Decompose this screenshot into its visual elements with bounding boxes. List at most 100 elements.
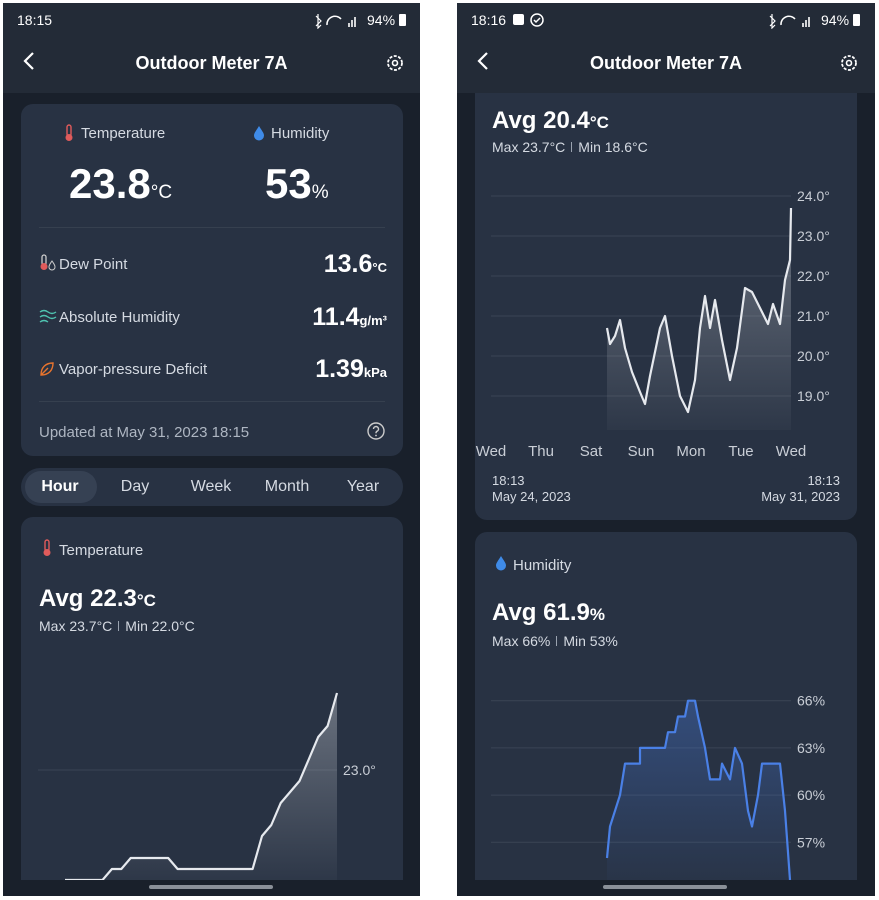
period-tabs: Hour Day Week Month Year xyxy=(21,468,403,506)
value: 1.39 xyxy=(315,355,364,383)
range-end-date: May 31, 2023 xyxy=(761,489,840,504)
help-button[interactable] xyxy=(366,421,386,441)
max-min: Max 66% Min 53% xyxy=(492,633,618,649)
y-tick-label: 19.0° xyxy=(797,388,830,404)
temperature-label: Temperature xyxy=(81,125,166,142)
avg-label: Avg xyxy=(492,599,537,626)
x-tick-label: Sun xyxy=(628,443,655,460)
settings-button[interactable] xyxy=(385,53,405,73)
max-min: Max 23.7°C Min 18.6°C xyxy=(492,139,648,155)
x-tick-label: Sat xyxy=(580,443,603,460)
thermometer-icon xyxy=(65,124,73,141)
drop-icon xyxy=(496,556,506,571)
updated-text: Updated at May 31, 2023 18:15 xyxy=(39,424,250,441)
status-battery: 94% xyxy=(821,12,850,28)
humidity-reading: 53% xyxy=(265,160,329,208)
data-line xyxy=(65,692,339,880)
tab[interactable]: Day xyxy=(120,478,150,495)
area-fill xyxy=(65,693,337,880)
back-button[interactable] xyxy=(21,51,37,71)
range-start-date: May 24, 2023 xyxy=(492,489,571,504)
min: Min 18.6°C xyxy=(578,139,648,155)
x-tick-label: Tue xyxy=(728,443,753,460)
max: Max 66% xyxy=(492,633,551,649)
y-tick-label: 20.0° xyxy=(797,348,830,364)
x-tick-label: Mon xyxy=(676,443,705,460)
value: 13.6 xyxy=(323,250,373,278)
value: 53 xyxy=(265,160,312,207)
status-time: 18:16 xyxy=(471,12,507,28)
data-line xyxy=(605,207,793,414)
y-tick-label: 24.0° xyxy=(797,188,830,204)
y-tick-label: 21.0° xyxy=(797,308,830,324)
y-tick-label: 63% xyxy=(797,740,825,756)
status-time: 18:15 xyxy=(17,12,53,28)
dew-icon xyxy=(40,254,56,271)
metric-value: 13.6°C xyxy=(324,250,387,279)
home-indicator xyxy=(603,885,727,889)
absolute-humidity-icon xyxy=(39,309,57,323)
value: 23.8 xyxy=(69,160,151,207)
x-tick-label: Thu xyxy=(528,443,554,460)
tab[interactable]: Hour xyxy=(41,478,79,495)
unit: °C xyxy=(150,182,173,203)
unit: % xyxy=(311,182,329,203)
avg-value: 22.3 xyxy=(90,585,137,612)
min: Min 53% xyxy=(563,633,618,649)
y-tick-label: 23.0° xyxy=(797,228,830,244)
chart-card: Temperature Avg 22.3°C Max 23.7°C Min 22.… xyxy=(21,517,403,896)
range-end-time: 18:13 xyxy=(807,473,840,488)
back-button[interactable] xyxy=(475,51,491,71)
metric-value: 11.4g/m³ xyxy=(312,303,387,332)
temperature-card: Avg 20.4°C Max 23.7°C Min 18.6°C 18:13 Ma… xyxy=(475,63,857,520)
y-tick-label: 22.0° xyxy=(797,268,830,284)
humidity-label: Humidity xyxy=(271,125,330,142)
avg: Avg 61.9% xyxy=(492,599,605,627)
avg-unit: °C xyxy=(589,113,609,132)
status-icons xyxy=(769,14,810,29)
summary-card: Temperature 23.8°C Humidity 53% Dew Poin… xyxy=(21,104,403,456)
tab[interactable]: Year xyxy=(346,478,380,495)
leaf-icon xyxy=(40,362,54,376)
value: 11.4 xyxy=(312,303,360,331)
chart-title: Humidity xyxy=(513,557,572,574)
tab[interactable]: Month xyxy=(264,478,310,495)
area-fill xyxy=(607,208,791,430)
avg-label: Avg xyxy=(39,585,84,612)
metric-label: Dew Point xyxy=(59,256,128,273)
thermometer-icon xyxy=(43,539,51,556)
title: Outdoor Meter 7A xyxy=(135,53,288,73)
y-tick-label: 60% xyxy=(797,787,825,803)
temperature-chart: 24.0° 23.0° 22.0° 21.0° 20.0° 19.0° Wed Thu Sat S… xyxy=(476,188,830,460)
temperature-reading: 23.8°C xyxy=(69,160,172,208)
max: Max 23.7°C xyxy=(492,139,566,155)
unit: °C xyxy=(372,260,387,275)
status-icons xyxy=(513,13,544,27)
y-tick-label: 23.0° xyxy=(343,762,376,778)
phone-screen: Avg 20.4°C Max 23.7°C Min 18.6°C 18:13 Ma… xyxy=(457,3,875,896)
drop-icon xyxy=(254,126,264,141)
battery-icon xyxy=(399,14,406,26)
range-start-time: 18:13 xyxy=(492,473,525,488)
avg-value: 61.9 xyxy=(543,599,590,626)
metric-label: Vapor-pressure Deficit xyxy=(59,361,208,378)
tab[interactable]: Week xyxy=(190,478,232,495)
chart-title: Temperature xyxy=(59,542,144,559)
tab-selected-bg xyxy=(25,471,97,503)
header xyxy=(3,3,420,93)
avg: Avg 22.3°C xyxy=(39,585,156,613)
phone-screen: 18:15 94% Outdoor Meter 7A Temperature 2… xyxy=(3,3,420,896)
settings-button[interactable] xyxy=(839,53,859,73)
max: Max 23.7°C xyxy=(39,618,113,634)
min: Min 22.0°C xyxy=(125,618,195,634)
divider xyxy=(39,401,385,402)
avg-value: 20.4 xyxy=(543,107,590,134)
max-min: Max 23.7°C Min 22.0°C xyxy=(39,618,195,634)
status-icons xyxy=(315,14,356,29)
area-fill xyxy=(607,700,790,880)
unit: kPa xyxy=(363,365,387,380)
avg: Avg 20.4°C xyxy=(492,107,609,135)
divider xyxy=(39,227,385,228)
x-tick-label: Wed xyxy=(776,443,807,460)
